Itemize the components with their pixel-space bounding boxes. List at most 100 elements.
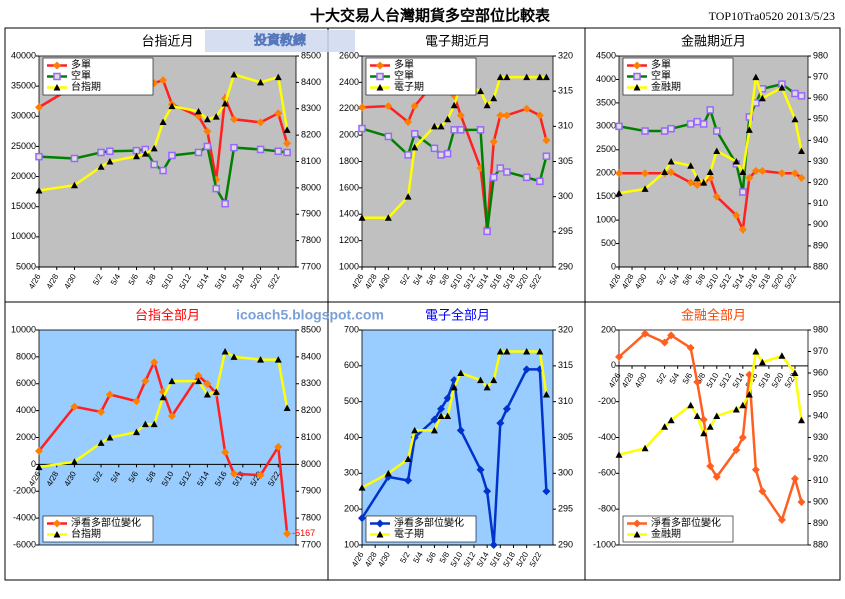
y-tick-label: 4500 — [596, 50, 616, 60]
marker — [745, 173, 754, 182]
y2-tick-label: 8200 — [301, 130, 321, 140]
marker — [221, 348, 229, 355]
marker — [358, 103, 366, 112]
marker — [97, 407, 106, 416]
marker — [35, 187, 43, 194]
marker — [496, 164, 505, 172]
marker — [53, 519, 61, 528]
marker — [283, 126, 291, 133]
legend-label: 空單 — [394, 69, 414, 82]
marker — [168, 151, 176, 160]
y2-tick-label: 310 — [558, 121, 573, 131]
marker — [376, 72, 384, 81]
logo — [205, 30, 355, 52]
y-tick-label: 25000 — [11, 141, 36, 151]
marker — [522, 104, 531, 113]
marker — [489, 541, 498, 549]
y2-tick-label: 890 — [813, 240, 828, 250]
marker — [70, 458, 78, 465]
legend-label: 多單 — [71, 58, 91, 71]
y2-tick-label: 970 — [813, 71, 828, 81]
marker — [778, 352, 786, 359]
marker — [522, 365, 531, 374]
marker — [745, 126, 753, 133]
marker — [496, 419, 505, 428]
marker — [97, 439, 105, 446]
frame — [4, 27, 841, 581]
marker — [384, 132, 393, 141]
marker — [257, 356, 265, 363]
chart-title: 金融期近月 — [681, 33, 746, 48]
legend-label: 多單 — [651, 58, 671, 71]
marker — [641, 329, 650, 338]
y2-tick-label: 910 — [813, 198, 828, 208]
y2-tick-label: 7800 — [301, 235, 321, 245]
y2-tick-label: 920 — [813, 177, 828, 187]
legend-label: 電子期 — [394, 81, 424, 93]
marker — [221, 99, 229, 107]
marker — [706, 423, 714, 430]
marker — [641, 127, 649, 135]
y-tick-label: 2000 — [339, 130, 359, 140]
marker — [132, 152, 140, 160]
legend-label: 台指期 — [71, 80, 101, 93]
marker — [536, 177, 544, 186]
marker — [739, 401, 747, 409]
y-tick-label: 300 — [344, 468, 359, 478]
marker — [778, 84, 786, 91]
marker — [660, 338, 669, 347]
marker — [256, 145, 265, 154]
legend-label: 淨看多部位變化 — [71, 516, 141, 529]
marker — [168, 102, 176, 110]
marker — [450, 126, 458, 134]
marker — [777, 515, 786, 524]
y2-tick-label: 290 — [558, 539, 573, 549]
marker — [667, 168, 676, 177]
marker — [195, 107, 203, 115]
marker — [693, 412, 701, 419]
marker — [477, 376, 485, 384]
chart-title: 電子全部月 — [425, 307, 490, 322]
y-tick-label: 0 — [611, 360, 616, 370]
marker — [384, 102, 393, 111]
marker — [752, 73, 760, 81]
marker — [791, 369, 799, 376]
marker — [150, 160, 158, 169]
marker — [483, 227, 491, 236]
y2-tick-label: 300 — [558, 191, 573, 201]
marker — [490, 376, 498, 384]
y2-tick-label: 950 — [813, 114, 828, 124]
marker — [732, 406, 740, 413]
marker — [53, 61, 61, 70]
marker — [633, 519, 641, 528]
marker — [230, 143, 238, 152]
marker — [456, 426, 465, 435]
marker — [159, 393, 167, 401]
marker — [35, 152, 43, 161]
marker — [738, 225, 747, 234]
marker — [70, 154, 79, 163]
marker — [713, 412, 721, 419]
marker — [641, 185, 649, 192]
legend-label: 淨看多部位變化 — [394, 516, 464, 529]
chart-title: 電子期近月 — [425, 33, 490, 48]
marker — [203, 142, 212, 151]
y-tick-label: 200 — [344, 504, 359, 514]
y-tick-label: 0 — [31, 459, 36, 469]
y2-tick-label: 7800 — [301, 513, 321, 523]
marker — [167, 412, 176, 420]
y-tick-label: -2000 — [13, 486, 36, 496]
marker — [274, 442, 283, 451]
marker — [132, 397, 141, 406]
y-tick-label: 40000 — [11, 50, 36, 60]
y2-tick-label: 8000 — [301, 182, 321, 192]
marker — [758, 166, 767, 175]
marker — [212, 184, 220, 193]
marker — [430, 415, 439, 424]
marker — [790, 474, 799, 483]
marker — [739, 188, 747, 196]
y-tick-label: -200 — [598, 396, 616, 406]
marker — [404, 117, 413, 126]
marker — [437, 412, 445, 419]
